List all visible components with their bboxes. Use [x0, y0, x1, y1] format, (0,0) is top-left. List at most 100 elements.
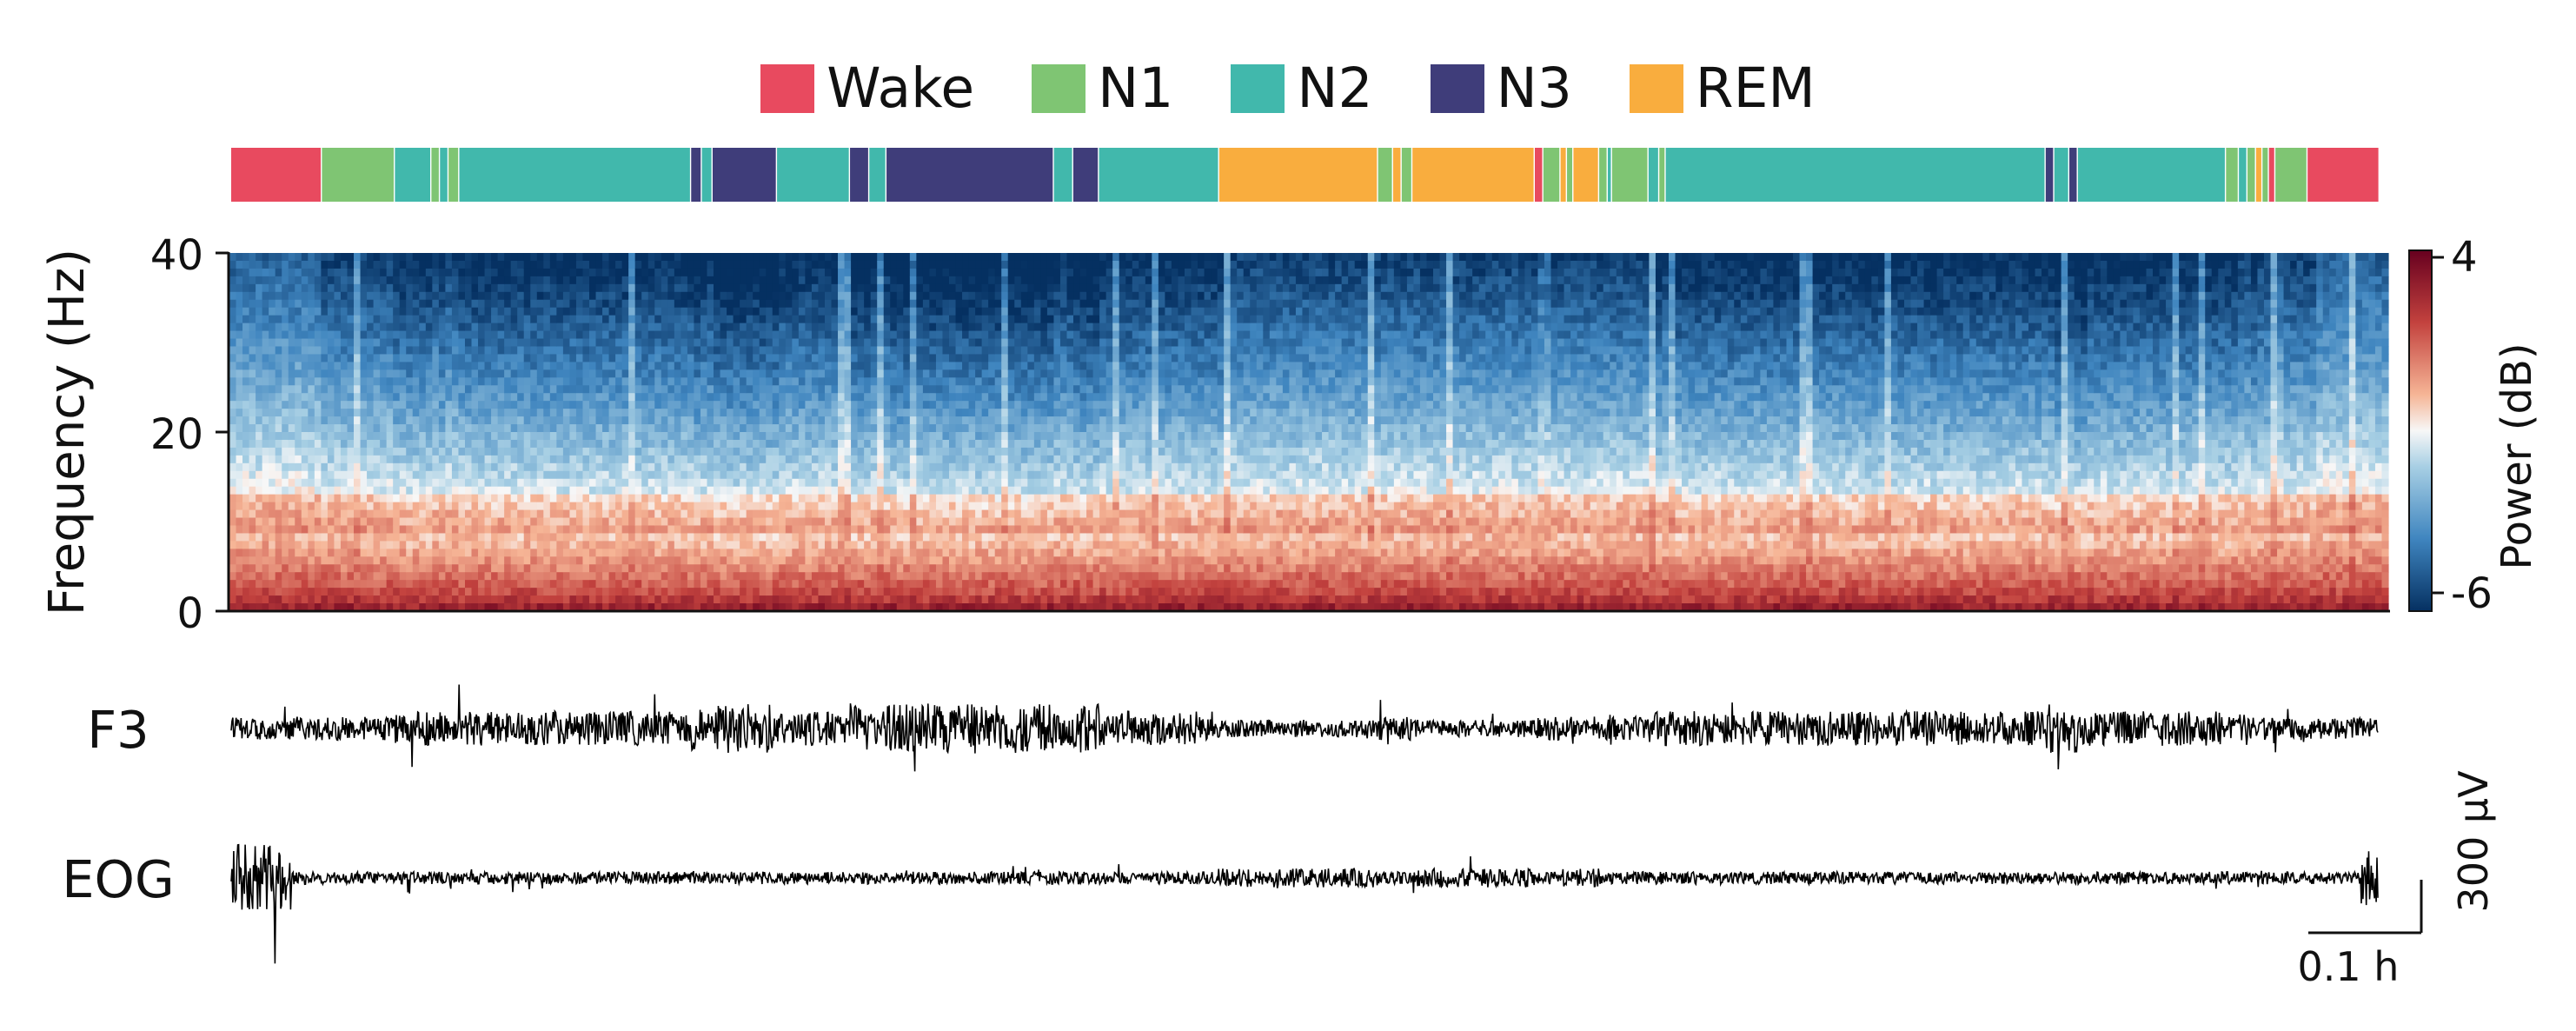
- spectrogram-cell: [746, 409, 754, 417]
- spectrogram-cell: [707, 580, 714, 589]
- spectrogram-cell: [877, 283, 885, 293]
- spectrogram-cell: [647, 478, 655, 488]
- spectrogram-cell: [262, 409, 269, 417]
- spectrogram-cell: [798, 603, 806, 612]
- spectrogram-cell: [595, 603, 603, 612]
- spectrogram-cell: [811, 276, 820, 285]
- spectrogram-cell: [242, 276, 250, 285]
- hypnogram-segment-n3: [886, 148, 1054, 202]
- spectrogram-cell: [543, 509, 551, 519]
- spectrogram-cell: [530, 603, 538, 612]
- spectrogram-cell: [654, 393, 662, 402]
- spectrogram-cell: [517, 299, 525, 309]
- spectrogram-cell: [792, 564, 800, 573]
- spectrogram-cell: [641, 455, 649, 464]
- spectrogram-cell: [785, 478, 793, 488]
- spectrogram-cell: [288, 315, 295, 324]
- spectrogram-cell: [562, 462, 571, 472]
- spectrogram-cell: [575, 588, 584, 596]
- spectrogram-cell: [647, 401, 655, 409]
- spectrogram-cell: [589, 470, 597, 480]
- spectrogram-cell: [373, 580, 381, 589]
- spectrogram-cell: [458, 525, 466, 535]
- spectrogram-cell: [687, 494, 695, 503]
- spectrogram-cell: [236, 533, 243, 542]
- spectrogram-cell: [746, 393, 754, 402]
- spectrogram-cell: [236, 424, 243, 433]
- spectrogram-cell: [445, 338, 453, 348]
- spectrogram-cell: [425, 447, 433, 456]
- spectrogram-cell: [753, 478, 760, 488]
- spectrogram-cell: [530, 595, 538, 604]
- spectrogram-cell: [883, 276, 891, 285]
- spectrogram-cell: [445, 462, 453, 472]
- spectrogram-cell: [445, 447, 453, 456]
- spectrogram-cell: [857, 338, 865, 348]
- spectrogram-cell: [386, 346, 394, 356]
- spectrogram-cell: [288, 494, 295, 503]
- spectrogram-cell: [569, 424, 577, 433]
- spectrogram-cell: [510, 260, 518, 269]
- spectrogram-cell: [530, 260, 538, 269]
- spectrogram-cell: [406, 556, 414, 565]
- spectrogram-cell: [458, 346, 466, 356]
- spectrogram-cell: [242, 260, 250, 269]
- spectrogram-cell: [288, 478, 295, 488]
- spectrogram-cell: [621, 462, 629, 472]
- spectrogram-cell: [870, 330, 878, 340]
- spectrogram-cell: [536, 572, 544, 581]
- spectrogram-cell: [249, 588, 256, 596]
- spectrogram-cell: [256, 572, 263, 581]
- spectrogram-cell: [484, 603, 492, 612]
- spectrogram-cell: [256, 401, 263, 409]
- spectrogram-cell: [269, 564, 276, 573]
- spectrogram-cell: [589, 338, 597, 348]
- spectrogram-cell: [766, 447, 773, 456]
- spectrogram-cell: [694, 323, 701, 332]
- spectrogram-cell: [733, 462, 740, 472]
- spectrogram-cell: [406, 533, 414, 542]
- spectrogram-cell: [282, 564, 289, 573]
- spectrogram-cell: [510, 385, 518, 394]
- spectrogram-cell: [314, 416, 322, 425]
- spectrogram-cell: [301, 369, 309, 378]
- spectrogram-cell: [602, 455, 610, 464]
- hypnogram-segment-n1: [2247, 148, 2256, 202]
- spectrogram-cell: [438, 470, 446, 480]
- spectrogram-cell: [458, 315, 466, 324]
- spectrogram-cell: [661, 525, 668, 535]
- spectrogram-cell: [354, 354, 362, 363]
- spectrogram-cell: [661, 299, 668, 309]
- spectrogram-cell: [458, 447, 466, 456]
- spectrogram-cell: [727, 572, 734, 581]
- spectrogram-cell: [393, 385, 401, 394]
- spectrogram-cell: [354, 439, 362, 449]
- spectrogram-cell: [654, 580, 662, 589]
- spectrogram-cell: [661, 439, 668, 449]
- spectrogram-cell: [595, 354, 603, 363]
- spectrogram-cell: [589, 385, 597, 394]
- spectrogram-cell: [549, 409, 557, 417]
- spectrogram-cell: [517, 416, 525, 425]
- spectrogram-cell: [674, 260, 681, 269]
- spectrogram-cell: [621, 509, 629, 519]
- spectrogram-cell: [386, 323, 394, 332]
- spectrogram-cell: [707, 323, 714, 332]
- spectrogram-cell: [628, 283, 636, 293]
- spectrogram-cell: [628, 315, 636, 324]
- spectrogram-cell: [714, 315, 721, 324]
- spectrogram-cell: [714, 462, 721, 472]
- spectrogram-cell: [681, 478, 688, 488]
- spectrogram-cell: [608, 369, 616, 378]
- spectrogram-cell: [805, 362, 813, 370]
- spectrogram-cell: [831, 603, 839, 612]
- spectrogram-cell: [654, 502, 662, 511]
- spectrogram-cell: [681, 556, 688, 565]
- spectrogram-cell: [419, 517, 427, 527]
- spectrogram-cell: [380, 564, 388, 573]
- spectrogram-cell: [838, 362, 846, 370]
- spectrogram-cell: [288, 556, 295, 565]
- spectrogram-cell: [380, 439, 388, 449]
- spectrogram-cell: [549, 385, 557, 394]
- spectrogram-cell: [249, 432, 256, 441]
